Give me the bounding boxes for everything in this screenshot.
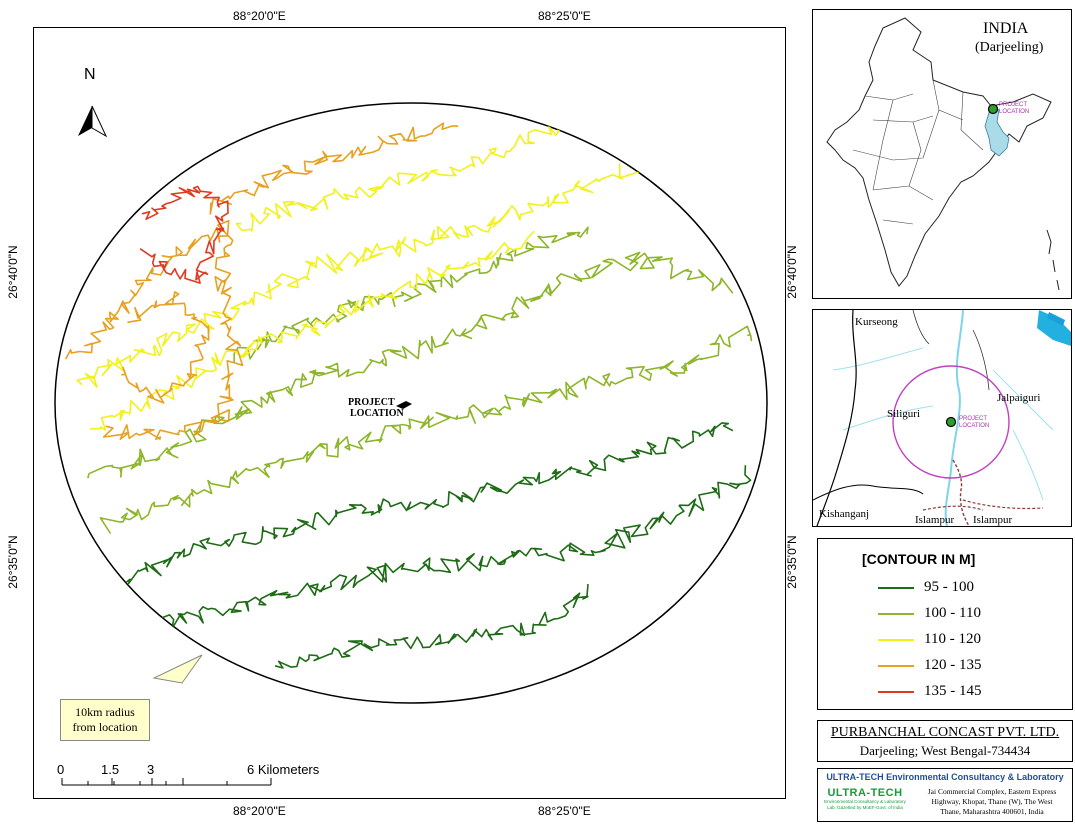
consultant-address: Jai Commercial Complex, Eastern Express … [914,787,1070,817]
callout-line2: from location [72,720,138,734]
contour-120-135-c [121,291,210,404]
contour-100-110-c [233,226,589,363]
scale-label-3: 6 Kilometers [247,762,320,777]
legend-item-3: 110 - 120 [878,631,981,648]
contour-120-135-b [209,122,459,215]
legend-title: [CONTOUR IN M] [862,551,976,567]
india-marker-icon [987,103,999,115]
company-box: PURBANCHAL CONCAST PVT. LTD. Darjeeling;… [817,720,1073,762]
legend-item-2: 100 - 110 [878,605,981,622]
local-radius-circle [892,365,1010,479]
india-title: INDIA [983,20,1029,37]
legend-label-1: 95 - 100 [924,579,974,595]
consultant-logo-sub2: Lab. Gazetted by MoEF-Govt. of India [827,805,903,810]
top-coord-1: 88°20'0"E [233,9,286,23]
local-marker-line2: LOCATION [959,423,990,429]
place-siliguri: Siliguri [887,408,921,420]
contour-95-100-b [141,465,752,636]
north-arrow-icon [78,105,108,138]
right-coord-1: 26°40'0"N [785,245,799,299]
contour-100-110-a [87,251,734,479]
legend-item-4: 120 - 135 [878,657,982,674]
consultant-logo-sub1: Environmental Consultancy & Laboratory [824,799,906,804]
radius-callout: 10km radius from location [60,699,150,741]
india-subtitle: (Darjeeling) [975,40,1044,55]
consultant-address-line1: Jai Commercial Complex, Eastern Express [927,787,1057,796]
north-label: N [84,66,96,83]
contour-135-145-a [139,185,229,284]
india-marker-line1: PROJECT [999,102,1028,108]
india-marker-line2: LOCATION [999,109,1030,115]
company-name: PURBANCHAL CONCAST PVT. LTD. [830,725,1060,740]
bottom-coord-2: 88°25'0"E [538,804,591,818]
legend-item-1: 95 - 100 [878,579,974,596]
bottom-coord-1: 88°20'0"E [233,804,286,818]
legend-label-3: 110 - 120 [924,631,981,647]
project-marker-icon [396,401,412,409]
legend-swatch-2 [878,612,914,615]
legend-label-5: 135 - 145 [924,683,982,699]
inset-local: Kurseong Jalpaiguri Siliguri Kishanganj … [812,309,1072,527]
consultant-logo-text: ULTRA-TECH [827,787,903,799]
contour-110-120-b [89,230,535,431]
place-islampur-2: Islampur [973,514,1013,526]
inset-india: INDIA (Darjeeling) PROJECT LOCATION [812,9,1072,299]
scale-label-2: 3 [147,762,155,777]
place-jalpaiguri: Jalpaiguri [997,392,1041,404]
scale-label-1: 1.5 [101,762,120,777]
contour-100-110-b [99,325,753,534]
local-marker-label: PROJECT LOCATION [959,416,989,430]
scale-bar [61,778,272,786]
legend-box: [CONTOUR IN M] 95 - 100 100 - 110 110 - … [817,538,1073,710]
place-kurseong: Kurseong [855,316,898,328]
main-map: 88°20'0"E 88°25'0"E 88°20'0"E 88°25'0"E … [6,9,799,818]
project-location-label: PROJECT LOCATION [348,397,404,419]
contour-95-100-c [274,584,589,669]
consultant-box: ULTRA-TECH Environmental Consultancy & L… [817,768,1073,822]
project-label-line1: PROJECT [348,397,395,408]
legend-label-4: 120 - 135 [924,657,982,673]
india-marker-label: PROJECT LOCATION [999,102,1029,116]
india-map [826,17,1060,291]
legend-swatch-1 [878,586,914,589]
local-marker-line1: PROJECT [959,416,988,422]
right-coord-2: 26°35'0"N [785,535,799,589]
top-coord-2: 88°25'0"E [538,9,591,23]
radius-circle [54,102,768,704]
scale-label-0: 0 [57,762,65,777]
west-bengal-region [984,105,1010,157]
left-coord-2: 26°35'0"N [6,535,20,589]
consultant-logo: ULTRA-TECH Environmental Consultancy & L… [822,787,908,811]
contour-110-120-a [76,163,641,388]
legend-label-2: 100 - 110 [924,605,981,621]
local-map [813,310,1071,526]
contour-120-135-a [64,219,244,441]
left-coord-1: 26°40'0"N [6,245,20,299]
consultant-address-line3: Thane, Maharashtra 400601, India [940,807,1044,816]
legend-item-5: 135 - 145 [878,683,982,700]
place-islampur-1: Islampur [915,514,955,526]
map-frame: N PROJECT LOCATION 10km radius from loca… [33,27,786,799]
legend-swatch-5 [878,690,914,693]
legend-swatch-4 [878,664,914,667]
place-kishanganj: Kishanganj [819,508,870,520]
consultant-title: ULTRA-TECH Environmental Consultancy & L… [826,772,1064,782]
legend-swatch-3 [878,638,914,641]
callout-line1: 10km radius [75,705,135,719]
consultant-address-line2: Highway, Khopat, Thane (W), The West [931,797,1053,806]
callout-leader [152,654,203,684]
project-label-line2: LOCATION [350,408,404,419]
company-address: Darjeeling; West Bengal-734434 [859,743,1031,758]
local-marker-icon [945,416,957,428]
contour-map [54,102,768,786]
contour-95-100-a [110,422,734,590]
contour-110-120-c [235,113,599,232]
